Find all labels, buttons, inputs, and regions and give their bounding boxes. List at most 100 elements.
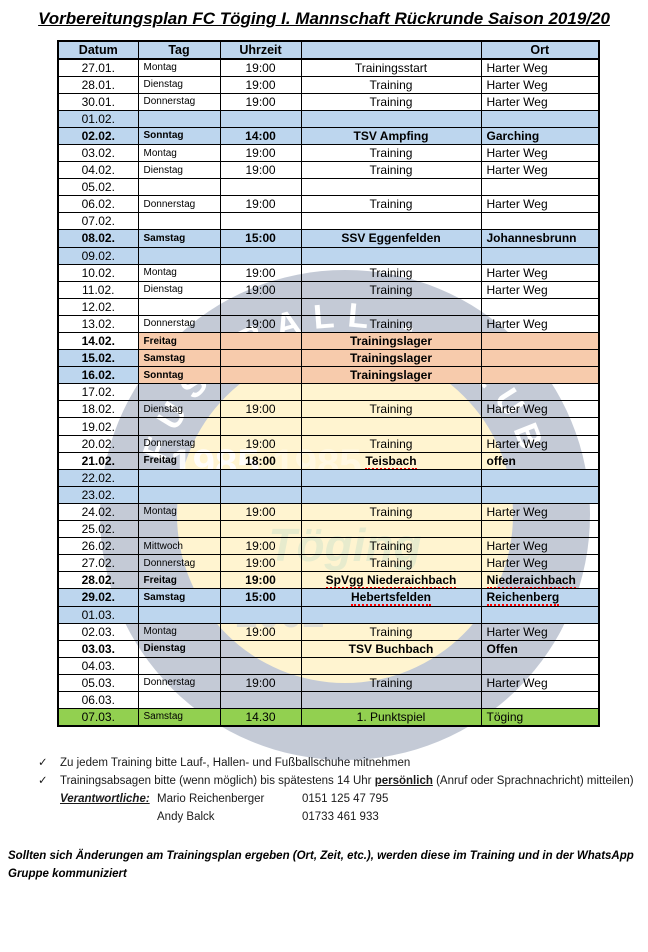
- cell-uhrzeit: 19:00: [219, 502, 302, 522]
- cell-datum: 25.02.: [57, 520, 139, 539]
- contact-line-1: Verantwortliche: Mario Reichenberger 015…: [60, 790, 648, 808]
- cell-event: Training: [300, 75, 482, 94]
- cell-ort: [480, 468, 600, 487]
- cell-ort: Harter Weg: [480, 673, 600, 692]
- cell-tag: Donnerstag: [137, 554, 221, 573]
- misspelled-text: Reichenberg: [486, 590, 560, 605]
- cell-datum: 19.02.: [57, 417, 139, 436]
- table-row: 21.02. Freitag 18:00 Teisbach offen: [57, 451, 600, 470]
- cell-tag: Samstag: [137, 708, 221, 727]
- cell-datum: 28.01.: [57, 75, 139, 94]
- cell-datum: 20.02.: [57, 434, 139, 453]
- cell-ort: [480, 212, 600, 231]
- cell-ort: [480, 109, 600, 128]
- cell-ort: Garching: [480, 126, 600, 145]
- schedule-table-container: FUSSBALL - CLUB 1985 1985 Töging 2002 20…: [57, 40, 600, 760]
- cell-uhrzeit: [219, 656, 302, 675]
- cell-event: Trainingslager: [300, 366, 482, 385]
- cell-tag: [137, 520, 221, 539]
- cell-datum: 14.02.: [57, 331, 139, 351]
- cell-uhrzeit: [219, 485, 302, 504]
- cell-event: Trainingslager: [300, 331, 482, 351]
- cell-datum: 01.02.: [57, 109, 139, 128]
- contact-name: Mario Reichenberger: [157, 792, 265, 805]
- cell-ort: Harter Weg: [480, 92, 600, 111]
- table-row: 05.02.: [57, 178, 600, 197]
- cell-uhrzeit: [219, 605, 302, 624]
- table-row: 10.02. Montag 19:00 Training Harter Weg: [57, 263, 600, 282]
- contact-name: Andy Balck: [157, 810, 215, 823]
- cell-event: Training: [300, 314, 482, 334]
- cell-datum: 09.02.: [57, 246, 139, 265]
- cell-ort: Harter Weg: [480, 143, 600, 163]
- cell-tag: Dienstag: [137, 400, 221, 419]
- cell-ort: Töging: [480, 708, 600, 727]
- checkmark-icon: ✓: [38, 756, 48, 769]
- cell-event: Training: [300, 280, 482, 299]
- cell-datum: 27.01.: [57, 58, 139, 77]
- cell-event: Training: [300, 400, 482, 419]
- table-row: 04.03.: [57, 656, 600, 675]
- cell-uhrzeit: 14:00: [219, 126, 302, 145]
- cell-tag: Montag: [137, 502, 221, 522]
- cell-tag: Dienstag: [137, 639, 221, 658]
- cell-uhrzeit: [219, 349, 302, 368]
- cell-uhrzeit: 19:00: [219, 143, 302, 163]
- misspelled-text: Teisbach: [365, 453, 417, 469]
- cell-datum: 03.03.: [57, 639, 139, 658]
- cell-uhrzeit: 19:00: [219, 161, 302, 180]
- table-row: 02.02. Sonntag 14:00 TSV Ampfing Garching: [57, 126, 600, 145]
- cell-tag: [137, 605, 221, 624]
- cell-tag: Freitag: [137, 451, 221, 470]
- cell-ort: Harter Weg: [480, 58, 600, 77]
- table-row: 11.02. Dienstag 19:00 Training Harter Weg: [57, 280, 600, 299]
- table-row: 03.03. Dienstag TSV Buchbach Offen: [57, 639, 600, 658]
- cell-datum: 05.02.: [57, 178, 139, 197]
- cell-uhrzeit: 15:00: [219, 588, 302, 607]
- cell-uhrzeit: [219, 366, 302, 385]
- cell-datum: 28.02.: [57, 571, 139, 590]
- cell-uhrzeit: 14.30: [219, 708, 302, 727]
- cell-tag: Samstag: [137, 349, 221, 368]
- cell-event: Hebertsfelden: [300, 588, 482, 607]
- contact-phone: 0151 125 47 795: [302, 792, 389, 805]
- cell-ort: Harter Weg: [480, 622, 600, 641]
- cell-ort: Johannesbrunn: [480, 229, 600, 248]
- cell-uhrzeit: 19:00: [219, 622, 302, 641]
- note-text-2: Trainingsabsagen bitte (wenn möglich) bi…: [60, 774, 634, 787]
- cell-datum: 08.02.: [57, 229, 139, 248]
- cell-datum: 07.03.: [57, 708, 139, 727]
- cell-datum: 02.03.: [57, 622, 139, 641]
- table-row: 25.02.: [57, 520, 600, 539]
- cell-tag: [137, 656, 221, 675]
- table-row: 05.03. Donnerstag 19:00 Training Harter Weg: [57, 673, 600, 692]
- cell-ort: Harter Weg: [480, 75, 600, 94]
- misspelled-text: Hebertsfelden: [350, 590, 432, 605]
- cell-datum: 16.02.: [57, 366, 139, 385]
- cell-uhrzeit: 19:00: [219, 400, 302, 419]
- col-header-uhrzeit: Uhrzeit: [219, 40, 302, 60]
- table-row: 06.03.: [57, 690, 600, 710]
- note-line-1: ✓ Zu jedem Training bitte Lauf-, Hallen-…: [38, 754, 648, 772]
- table-row: 07.02.: [57, 212, 600, 231]
- table-row: 27.02. Donnerstag 19:00 Training Harter Weg: [57, 554, 600, 573]
- cell-tag: [137, 109, 221, 128]
- cell-uhrzeit: [219, 690, 302, 710]
- spacer: [60, 808, 157, 826]
- cell-uhrzeit: 19:00: [219, 195, 302, 214]
- cell-ort: [480, 297, 600, 316]
- cell-tag: Montag: [137, 143, 221, 163]
- cell-datum: 17.02.: [57, 383, 139, 402]
- header-row: Datum Tag Uhrzeit Ort: [57, 40, 600, 60]
- cell-uhrzeit: 18:00: [219, 451, 302, 470]
- cell-tag: [137, 417, 221, 436]
- table-row: 23.02.: [57, 485, 600, 504]
- table-row: 02.03. Montag 19:00 Training Harter Weg: [57, 622, 600, 641]
- cell-tag: [137, 297, 221, 316]
- note-line-2: ✓ Trainingsabsagen bitte (wenn möglich) …: [38, 772, 648, 790]
- table-row: 17.02.: [57, 383, 600, 402]
- cell-event: Training: [300, 195, 482, 214]
- cell-datum: 30.01.: [57, 92, 139, 111]
- cell-event: 1. Punktspiel: [300, 708, 482, 727]
- cell-uhrzeit: 19:00: [219, 92, 302, 111]
